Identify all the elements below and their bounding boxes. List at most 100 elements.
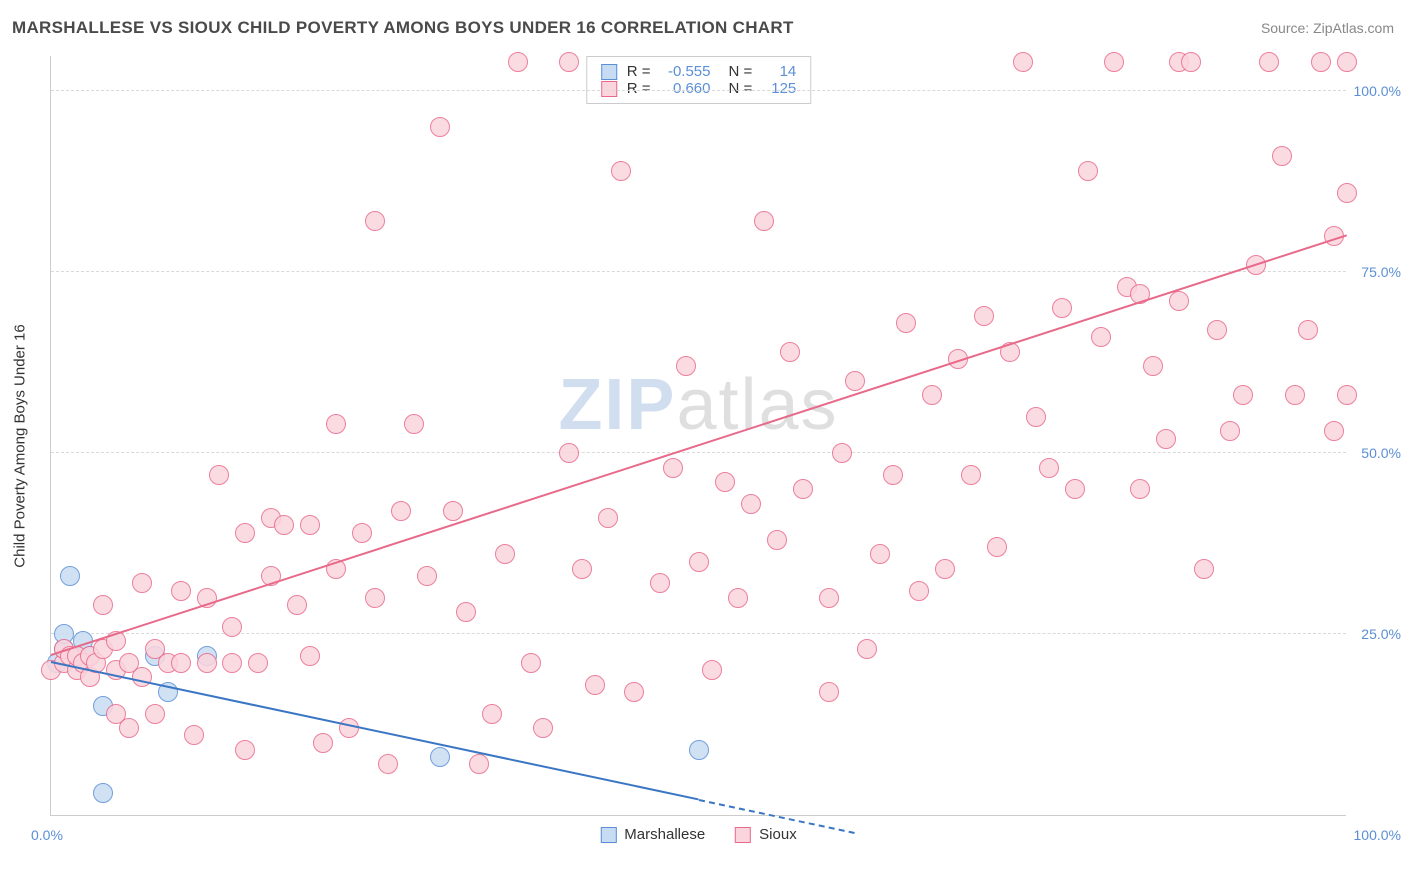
y-axis-tick-label: 25.0% [1361,626,1401,642]
data-point [1337,52,1357,72]
data-point [235,740,255,760]
data-point [287,595,307,615]
legend-label: Marshallese [624,826,705,843]
data-point [689,740,709,760]
stats-R-label: R = [627,63,651,80]
data-point [1039,458,1059,478]
data-point [60,566,80,586]
data-point [1324,421,1344,441]
stats-box: R =-0.555N =14R =0.660N =125 [586,56,812,104]
data-point [1169,291,1189,311]
data-point [909,581,929,601]
watermark-atlas: atlas [676,365,838,445]
trend-line [51,234,1348,656]
stats-row: R =0.660N =125 [601,80,797,97]
data-point [987,537,1007,557]
data-point [974,306,994,326]
data-point [935,559,955,579]
data-point [456,602,476,622]
data-point [184,725,204,745]
x-axis-max-label: 100.0% [1354,827,1401,843]
data-point [235,523,255,543]
stats-R-value: 0.660 [661,80,711,97]
data-point [1207,320,1227,340]
data-point [248,653,268,673]
grid-line [51,271,1346,272]
data-point [1091,327,1111,347]
data-point [689,552,709,572]
data-point [845,371,865,391]
chart-header: MARSHALLESE VS SIOUX CHILD POVERTY AMONG… [12,18,1394,38]
data-point [417,566,437,586]
data-point [650,573,670,593]
data-point [1337,385,1357,405]
data-point [533,718,553,738]
stats-swatch [601,64,617,80]
data-point [1130,479,1150,499]
data-point [793,479,813,499]
data-point [611,161,631,181]
data-point [1272,146,1292,166]
data-point [391,501,411,521]
data-point [1194,559,1214,579]
watermark-zip: ZIP [558,365,676,445]
data-point [676,356,696,376]
legend-item: Sioux [735,826,797,843]
legend: Marshallese Sioux [600,826,796,843]
data-point [352,523,372,543]
data-point [132,573,152,593]
data-point [767,530,787,550]
data-point [300,646,320,666]
stats-N-value: 14 [762,63,796,80]
data-point [145,704,165,724]
data-point [559,443,579,463]
grid-line [51,633,1346,634]
data-point [832,443,852,463]
grid-line [51,90,1346,91]
data-point [728,588,748,608]
data-point [585,675,605,695]
stats-swatch [601,81,617,97]
legend-label: Sioux [759,826,797,843]
data-point [819,588,839,608]
y-axis-tick-label: 75.0% [1361,264,1401,280]
stats-row: R =-0.555N =14 [601,63,797,80]
y-axis-tick-label: 50.0% [1361,445,1401,461]
data-point [1143,356,1163,376]
data-point [339,718,359,738]
data-point [222,617,242,637]
y-axis-title: Child Poverty Among Boys Under 16 [12,324,29,567]
data-point [624,682,644,702]
data-point [559,52,579,72]
data-point [404,414,424,434]
data-point [93,595,113,615]
data-point [430,747,450,767]
data-point [1026,407,1046,427]
data-point [1156,429,1176,449]
data-point [313,733,333,753]
data-point [93,783,113,803]
data-point [365,588,385,608]
data-point [1298,320,1318,340]
data-point [209,465,229,485]
data-point [171,581,191,601]
data-point [1220,421,1240,441]
chart-source: Source: ZipAtlas.com [1261,20,1394,36]
stats-R-value: -0.555 [661,63,711,80]
data-point [870,544,890,564]
legend-item: Marshallese [600,826,705,843]
stats-N-value: 125 [762,80,796,97]
data-point [961,465,981,485]
plot-area: ZIPatlas 0.0% 100.0% MarshalleseSioux R … [50,56,1346,816]
data-point [171,653,191,673]
data-point [443,501,463,521]
data-point [1013,52,1033,72]
data-point [663,458,683,478]
grid-line [51,452,1346,453]
data-point [883,465,903,485]
y-axis-tick-label: 100.0% [1354,83,1401,99]
data-point [132,667,152,687]
data-point [300,515,320,535]
data-point [469,754,489,774]
data-point [819,682,839,702]
